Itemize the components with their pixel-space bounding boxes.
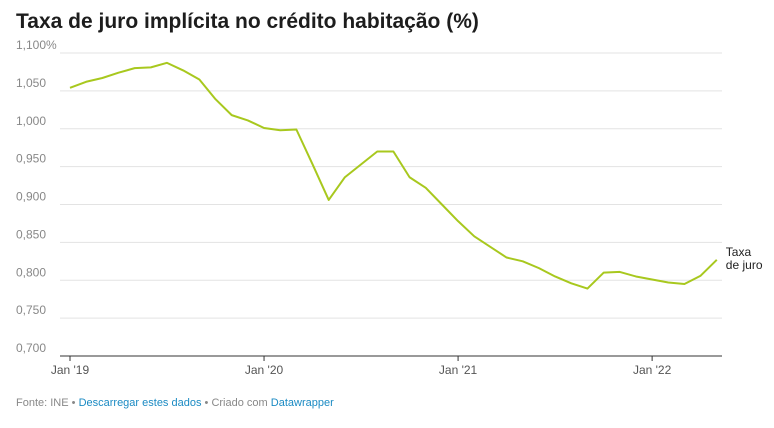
series-label: Taxa de juro [725,244,763,272]
y-tick-label: 1,100% [16,38,57,52]
x-tick-label: Jan '21 [439,363,478,377]
y-tick-label: 0,750 [16,303,46,317]
y-tick-label: 1,050 [16,76,46,90]
footer: Fonte: INE • Descarregar estes dados • C… [16,397,334,409]
y-tick-label: 0,850 [16,227,46,241]
y-tick-label: 0,950 [16,152,46,166]
separator: • [204,397,209,409]
y-tick-label: 0,900 [16,190,46,204]
y-tick-label: 0,700 [16,341,46,355]
download-link[interactable]: Descarregar estes dados [78,397,202,409]
tool-link[interactable]: Datawrapper [270,397,334,409]
y-tick-label: 0,800 [16,265,46,279]
x-tick-label: Jan '22 [633,363,672,377]
x-tick-label: Jan '19 [51,363,90,377]
credit: Criado com [211,397,268,409]
separator: • [71,397,76,409]
y-tick-label: 1,000 [16,114,46,128]
chart-title: Taxa de juro implícita no crédito habita… [16,10,479,33]
series-line [69,61,718,290]
source: Fonte: INE [16,397,69,409]
x-tick-label: Jan '20 [245,363,284,377]
